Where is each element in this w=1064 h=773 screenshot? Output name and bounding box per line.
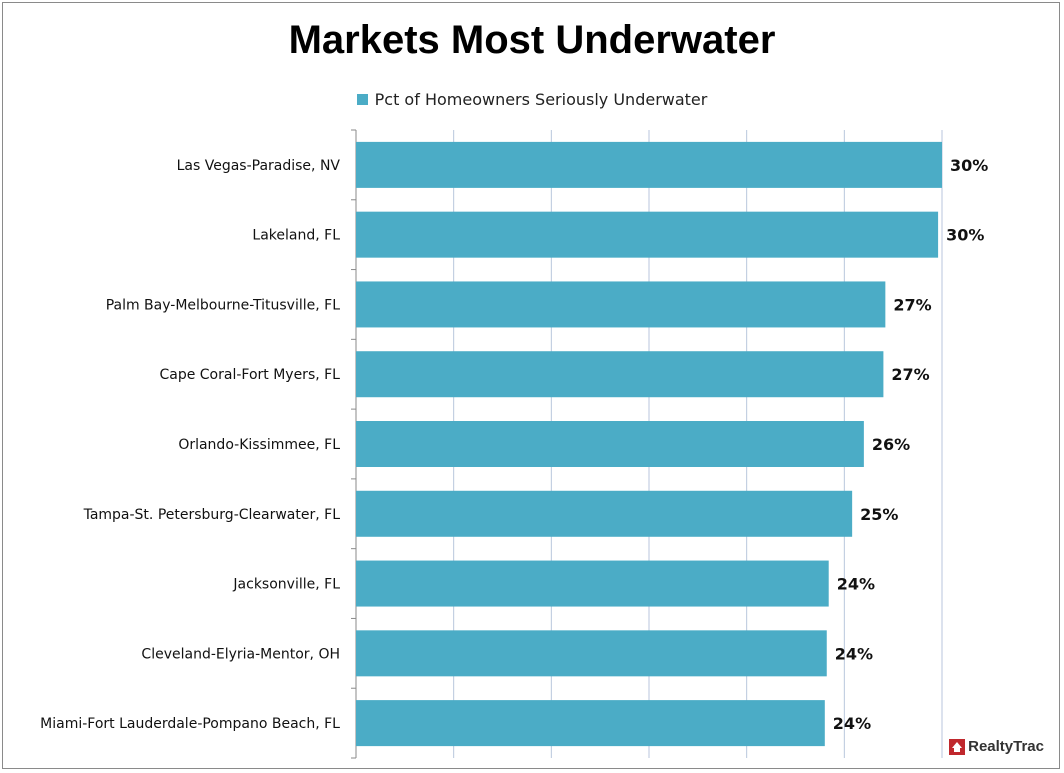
- category-label: Las Vegas-Paradise, NV: [177, 158, 341, 174]
- legend-swatch: [356, 94, 368, 105]
- legend-label: Pct of Homeowners Seriously Underwater: [374, 90, 708, 109]
- category-label: Cleveland-Elyria-Mentor, OH: [141, 646, 340, 662]
- bar: [356, 630, 827, 677]
- value-label: 30%: [950, 156, 988, 175]
- chart-title: Markets Most Underwater: [288, 18, 776, 62]
- value-label: 27%: [891, 365, 929, 384]
- bar: [356, 141, 942, 188]
- bar: [356, 281, 886, 328]
- value-label: 24%: [833, 714, 871, 733]
- value-label: 25%: [860, 505, 898, 524]
- value-label: 30%: [946, 226, 984, 245]
- value-label: 24%: [835, 644, 873, 663]
- bar: [356, 211, 939, 258]
- bar: [356, 351, 884, 398]
- bar: [356, 560, 829, 607]
- category-label: Palm Bay-Melbourne-Titusville, FL: [106, 297, 341, 313]
- category-label: Lakeland, FL: [252, 228, 340, 244]
- category-label: Cape Coral-Fort Myers, FL: [159, 367, 340, 383]
- category-label: Miami-Fort Lauderdale-Pompano Beach, FL: [40, 716, 340, 732]
- category-label: Tampa-St. Petersburg-Clearwater, FL: [83, 507, 341, 523]
- category-label: Jacksonville, FL: [232, 577, 340, 593]
- value-label: 24%: [837, 575, 875, 594]
- house-icon: [949, 738, 966, 755]
- category-label: Orlando-Kissimmee, FL: [178, 437, 340, 453]
- logo-text: RealtyTrac: [968, 738, 1044, 755]
- bar: [356, 490, 853, 537]
- bar: [356, 700, 825, 747]
- bar: [356, 421, 864, 467]
- value-label: 26%: [872, 435, 910, 454]
- realtytrac-logo: RealtyTrac: [949, 738, 1044, 755]
- chart-legend: Pct of Homeowners Seriously Underwater: [0, 90, 1064, 109]
- value-label: 27%: [893, 295, 931, 314]
